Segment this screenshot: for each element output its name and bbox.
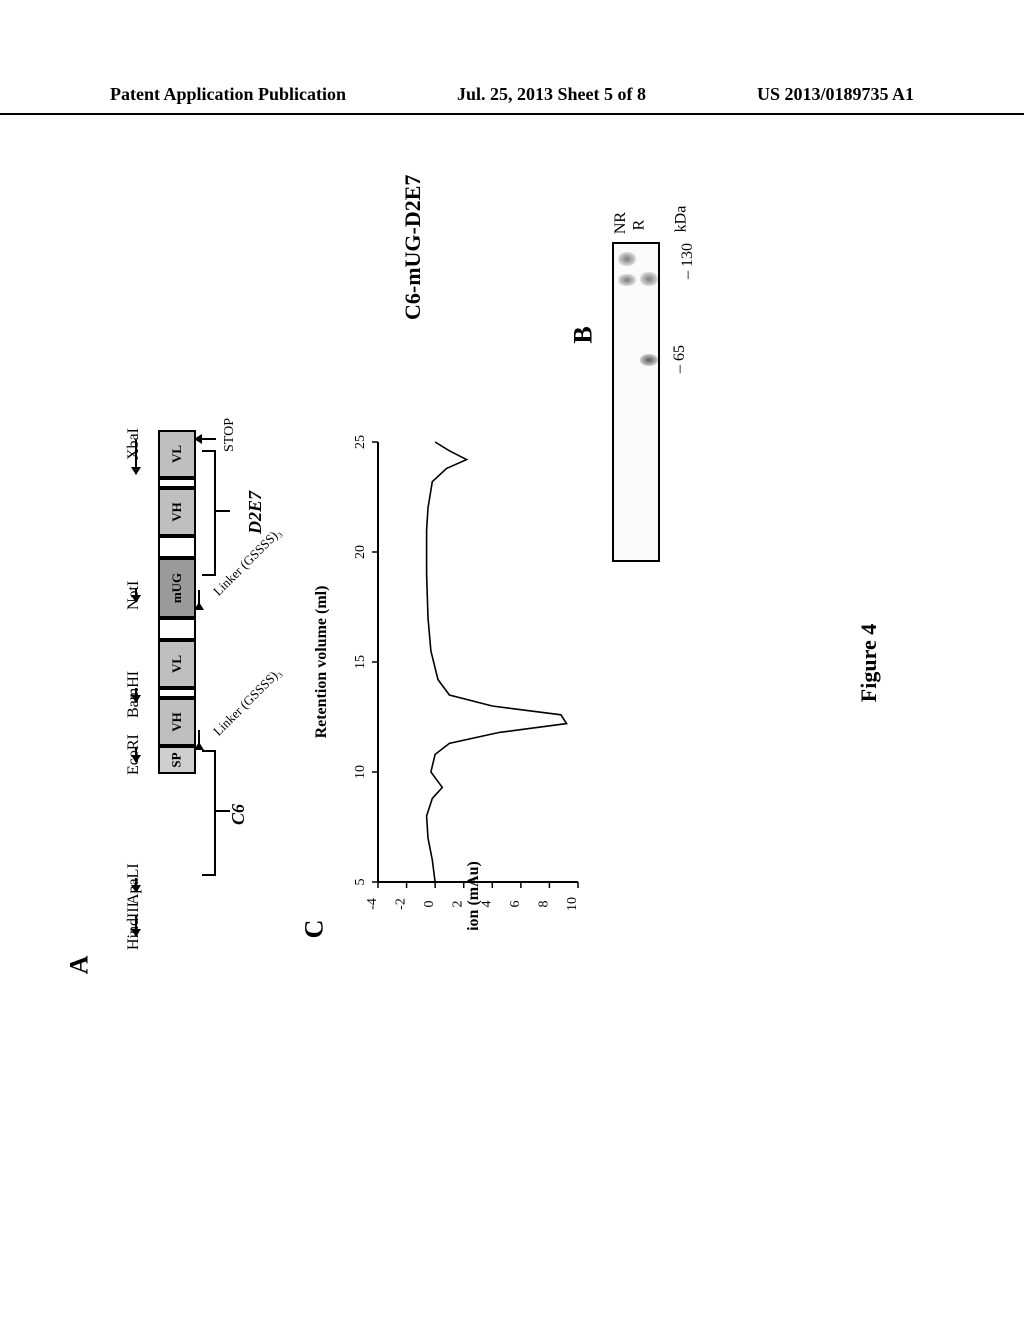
svg-text:10: 10 bbox=[353, 765, 368, 779]
construct-segment bbox=[158, 618, 196, 640]
gel-band bbox=[618, 252, 636, 266]
enzyme-arrow bbox=[135, 588, 137, 602]
construct-strip: SPVHVLmUGVHVL bbox=[158, 430, 196, 774]
enzyme-arrow bbox=[135, 916, 137, 936]
gel-image bbox=[612, 242, 660, 562]
gel-band bbox=[640, 354, 658, 366]
enzyme-arrow bbox=[135, 440, 137, 474]
svg-text:15: 15 bbox=[353, 655, 368, 669]
svg-text:Absorption (mAu): Absorption (mAu) bbox=[465, 861, 482, 930]
gel-band bbox=[640, 272, 658, 286]
svg-text:5: 5 bbox=[353, 879, 368, 886]
svg-text:-4: -4 bbox=[365, 898, 380, 910]
gel-mw-130: – 130 bbox=[679, 243, 697, 279]
construct-segment: VH bbox=[158, 488, 196, 536]
linker-label-2: Linker (GSSSS)₃ bbox=[210, 525, 285, 600]
enzyme-xbai: XbaI bbox=[125, 428, 143, 460]
gel-mw-65: – 65 bbox=[671, 345, 689, 373]
svg-text:Retention volume (ml): Retention volume (ml) bbox=[313, 586, 330, 739]
svg-text:0: 0 bbox=[422, 901, 437, 908]
header-left: Patent Application Publication bbox=[110, 84, 346, 105]
figure-container: Figure 4 A C6-mUG-D2E7 HindIII ApaLI Eco… bbox=[110, 190, 910, 990]
svg-text:8: 8 bbox=[536, 901, 551, 908]
construct-segment: mUG bbox=[158, 558, 196, 618]
bracket-d2e7-label: D2E7 bbox=[245, 491, 266, 534]
gel-lane-nr: NR bbox=[612, 212, 630, 234]
construct-segment bbox=[158, 536, 196, 558]
enzyme-arrow bbox=[135, 748, 137, 762]
gel-lane-r: R bbox=[630, 220, 648, 231]
svg-text:6: 6 bbox=[508, 901, 523, 908]
bracket-d2e7 bbox=[202, 450, 216, 576]
gel-band bbox=[618, 274, 636, 286]
svg-text:-2: -2 bbox=[394, 898, 409, 910]
construct-segment bbox=[158, 478, 196, 488]
svg-text:25: 25 bbox=[353, 435, 368, 449]
arrow-head-icon bbox=[194, 742, 204, 750]
construct-segment: VH bbox=[158, 698, 196, 746]
svg-text:2: 2 bbox=[451, 901, 466, 908]
construct-segment: VL bbox=[158, 430, 196, 478]
panel-a-label: A bbox=[64, 956, 94, 975]
page-header: Patent Application Publication Jul. 25, … bbox=[0, 84, 1024, 115]
construct-title: C6-mUG-D2E7 bbox=[400, 175, 426, 320]
gel-mw-header: kDa bbox=[672, 206, 690, 233]
svg-text:10: 10 bbox=[565, 897, 580, 911]
header-center: Jul. 25, 2013 Sheet 5 of 8 bbox=[457, 84, 646, 105]
construct-segment bbox=[158, 688, 196, 698]
chart-svg: -4-20246810510152025Absorption (mAu)Rete… bbox=[310, 430, 590, 930]
enzyme-arrow bbox=[135, 878, 137, 892]
svg-text:20: 20 bbox=[353, 545, 368, 559]
arrow-head-icon bbox=[194, 434, 202, 444]
enzyme-hindiii: HindIII bbox=[125, 902, 143, 950]
bracket-c6-label: C6 bbox=[228, 804, 249, 825]
bracket-c6 bbox=[202, 750, 216, 876]
bracket-stem bbox=[216, 510, 230, 512]
linker-label-1: Linker (GSSSS)₃ bbox=[210, 665, 285, 740]
enzyme-arrow bbox=[135, 688, 137, 702]
construct-segment: VL bbox=[158, 640, 196, 688]
arrow-head-icon bbox=[194, 602, 204, 610]
stop-label: STOP bbox=[222, 418, 238, 452]
construct-segment: SP bbox=[158, 746, 196, 774]
figure-caption: Figure 4 bbox=[856, 624, 882, 702]
chromatogram-chart: -4-20246810510152025Absorption (mAu)Rete… bbox=[310, 430, 590, 930]
panel-b-label: B bbox=[569, 326, 599, 343]
header-right: US 2013/0189735 A1 bbox=[757, 84, 914, 105]
